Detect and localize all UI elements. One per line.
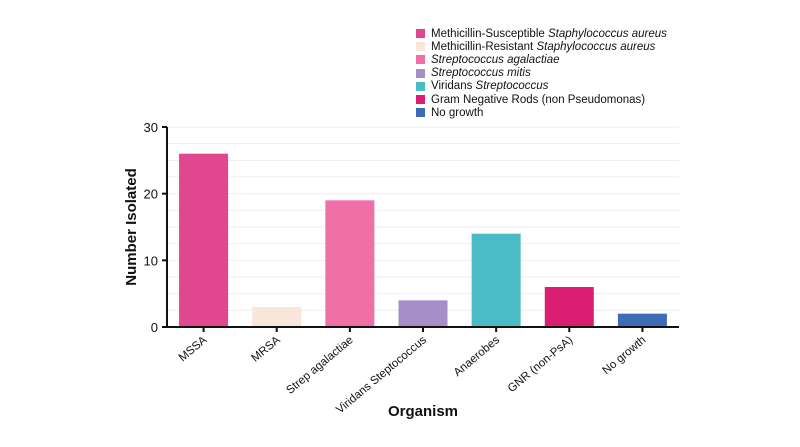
legend-label-part: Streptococcus agalactiae bbox=[431, 53, 560, 66]
bar-strep-agalactiae bbox=[325, 200, 375, 327]
legend-swatch bbox=[416, 29, 425, 39]
legend-swatch bbox=[416, 55, 425, 65]
y-axis-title: Number Isolated bbox=[123, 168, 140, 286]
x-tick-label: GNR (non-PsA) bbox=[506, 334, 576, 395]
bar-no-growth bbox=[617, 313, 667, 327]
legend-label-part: Streptococcus mitis bbox=[431, 67, 531, 80]
legend-label-part: Methicillin-Resistant bbox=[431, 40, 537, 53]
y-tick-label: 30 bbox=[144, 120, 158, 135]
x-tick-label: MSSA bbox=[177, 334, 210, 364]
legend-label: Streptococcus mitis bbox=[431, 67, 531, 79]
x-tick-label: No growth bbox=[600, 334, 648, 377]
legend-item: Gram Negative Rods (non Pseudomonas) bbox=[416, 93, 667, 106]
legend: Methicillin-Susceptible Staphylococcus a… bbox=[416, 27, 667, 119]
legend-label-part: Staphylococcus aureus bbox=[547, 27, 667, 40]
y-tick-label: 0 bbox=[151, 320, 158, 335]
legend-label: Methicillin-Resistant Staphylococcus aur… bbox=[431, 41, 655, 53]
bar-mrsa bbox=[252, 307, 302, 327]
legend-swatch bbox=[416, 95, 425, 105]
y-tick-label: 10 bbox=[144, 253, 158, 268]
legend-item: Streptococcus mitis bbox=[416, 67, 667, 80]
legend-label: Viridans Streptococcus bbox=[431, 80, 548, 92]
legend-label-part: Streptococcus bbox=[475, 80, 549, 93]
legend-swatch bbox=[416, 42, 425, 52]
y-tick-label: 20 bbox=[144, 187, 158, 202]
legend-label: Gram Negative Rods (non Pseudomonas) bbox=[431, 94, 645, 106]
x-tick-label: MRSA bbox=[249, 334, 282, 365]
bar-mssa bbox=[179, 153, 229, 327]
legend-label-part: Methicillin-Susceptible bbox=[431, 27, 548, 40]
x-axis-title: Organism bbox=[388, 403, 458, 420]
legend-item: Methicillin-Susceptible Staphylococcus a… bbox=[416, 27, 667, 40]
legend-label-part: Gram Negative Rods (non Pseudomonas) bbox=[431, 93, 646, 106]
bar-anaerobes bbox=[471, 233, 521, 327]
bar-viridans-steptococcus bbox=[398, 300, 448, 327]
bar-gnr-non-psa bbox=[544, 287, 594, 327]
legend-label: No growth bbox=[431, 107, 483, 119]
y-ticks: 0 10 20 30 bbox=[144, 120, 167, 335]
bars bbox=[179, 153, 667, 327]
legend-label: Streptococcus agalactiae bbox=[431, 54, 560, 66]
legend-label-part: Staphylococcus aureus bbox=[536, 40, 656, 53]
legend-label: Methicillin-Susceptible Staphylococcus a… bbox=[431, 28, 667, 40]
x-tick-label: Anaerobes bbox=[452, 334, 503, 379]
legend-swatch bbox=[416, 108, 425, 118]
legend-item: No growth bbox=[416, 106, 667, 119]
x-tick-label: Strep agalactiae bbox=[284, 334, 355, 397]
legend-item: Streptococcus agalactiae bbox=[416, 53, 667, 66]
legend-label-part: Viridans bbox=[431, 80, 476, 93]
legend-item: Methicillin-Resistant Staphylococcus aur… bbox=[416, 40, 667, 53]
legend-item: Viridans Streptococcus bbox=[416, 80, 667, 93]
legend-swatch bbox=[416, 81, 425, 91]
legend-swatch bbox=[416, 68, 425, 78]
legend-label-part: No growth bbox=[431, 106, 484, 119]
gridlines bbox=[167, 126, 679, 311]
